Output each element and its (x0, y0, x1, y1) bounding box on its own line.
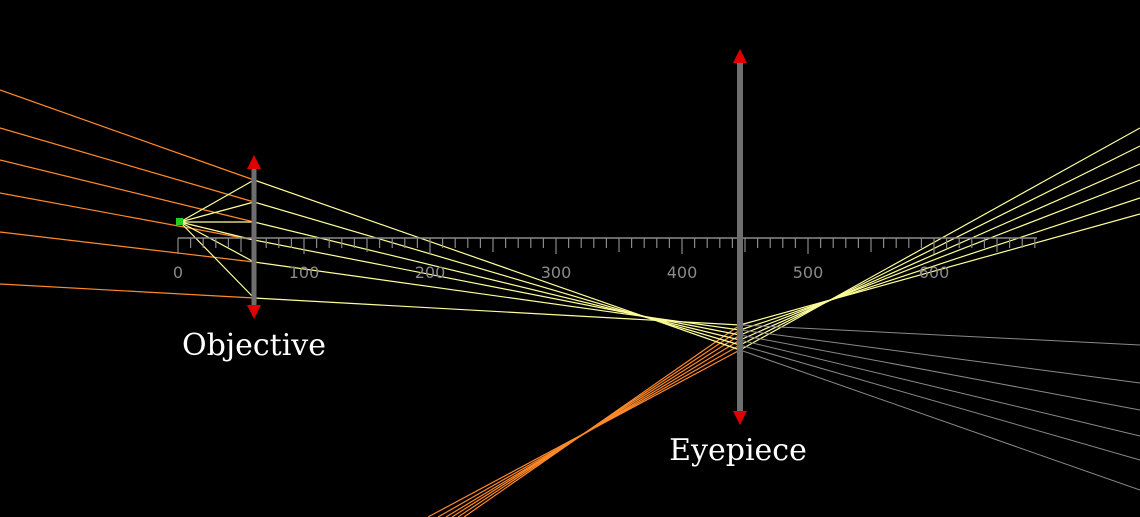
intermediate-ray (253, 201, 741, 346)
virtual-ray (739, 329, 1140, 384)
lower-incoming-ray (463, 324, 741, 517)
incoming-ray (0, 89, 255, 181)
ruler-tick-label: 300 (541, 263, 572, 282)
object-ray (179, 221, 255, 241)
ruler-tick-label: 500 (793, 263, 824, 282)
eyepiece-top-arrow-icon (733, 49, 747, 63)
objective-label: Objective (182, 328, 326, 363)
ruler-tick-label: 100 (289, 263, 320, 282)
exit-ray (739, 127, 1140, 351)
exit-ray (739, 163, 1140, 341)
virtual-ray (739, 344, 1140, 461)
exit-ray (739, 213, 1140, 326)
virtual-rays-group (739, 324, 1140, 491)
refracted-rays-group (179, 127, 1140, 351)
incoming-ray (0, 192, 255, 241)
object-ray (179, 221, 255, 263)
incoming-ray (0, 159, 255, 223)
objective-top-arrow-icon (247, 155, 261, 169)
intermediate-ray (253, 297, 741, 326)
exit-ray (739, 145, 1140, 346)
ruler-tick-label: 0 (173, 263, 183, 282)
virtual-ray (739, 349, 1140, 491)
eyepiece-bottom-arrow-icon (733, 411, 747, 425)
incoming-ray (0, 127, 255, 203)
object-point-icon[interactable] (176, 218, 183, 225)
object-ray (179, 179, 255, 223)
virtual-ray (739, 339, 1140, 437)
virtual-ray (739, 324, 1140, 346)
eyepiece-lens[interactable] (733, 49, 747, 425)
eyepiece-label: Eyepiece (669, 433, 807, 468)
objective-lens[interactable] (247, 155, 261, 319)
objective-bottom-arrow-icon (247, 305, 261, 319)
object-ray (179, 221, 255, 299)
ruler: 0 100 200 300 400 500 600 (173, 237, 1037, 282)
exit-ray (739, 179, 1140, 336)
intermediate-ray (253, 261, 741, 331)
ruler-tick-label: 600 (919, 263, 950, 282)
object-ray (179, 201, 255, 223)
exit-ray (739, 197, 1140, 331)
ruler-tick-label: 200 (415, 263, 446, 282)
incoming-ray (0, 283, 255, 299)
virtual-ray (739, 334, 1140, 411)
incoming-ray (0, 231, 255, 263)
ruler-tick-label: 400 (667, 263, 698, 282)
incoming-rays-group (0, 89, 741, 517)
